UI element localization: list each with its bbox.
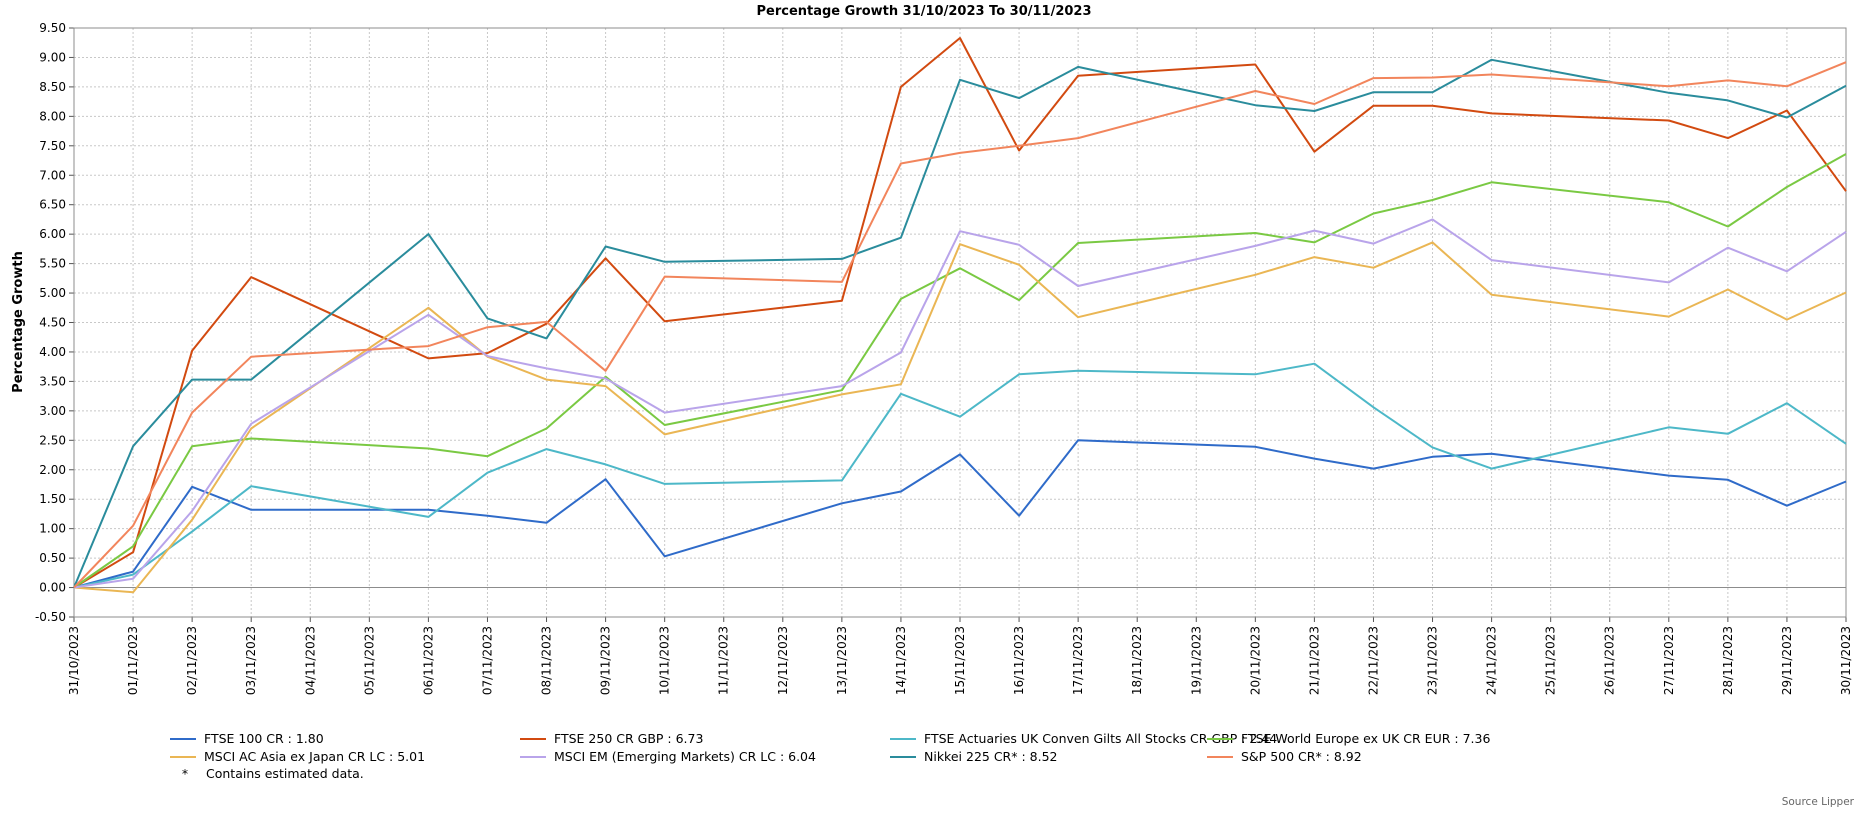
y-tick-label: 6.00: [39, 227, 66, 241]
legend-swatch: [890, 737, 916, 740]
series-line-8: [73, 61, 1847, 589]
x-tick-label: 13/11/2023: [835, 626, 849, 695]
x-tick-label: 21/11/2023: [1307, 626, 1321, 695]
legend-label: FTSE 250 CR GBP : 6.73: [554, 731, 704, 746]
x-tick-label: 14/11/2023: [894, 626, 908, 695]
legend-item: FTSE 250 CR GBP : 6.73: [520, 730, 703, 748]
legend-label: Nikkei 225 CR* : 8.52: [924, 749, 1058, 764]
chart-title: Percentage Growth 31/10/2023 To 30/11/20…: [756, 4, 1091, 19]
y-tick-label: 3.50: [39, 374, 66, 388]
series-line-7: [73, 58, 1847, 588]
y-tick-label: 8.00: [39, 109, 66, 123]
y-tick-label: 0.50: [39, 551, 66, 565]
footnote-text: Contains estimated data.: [206, 766, 364, 781]
y-tick-label: 3.00: [39, 404, 66, 418]
x-tick-label: 27/11/2023: [1662, 626, 1676, 695]
y-tick-label: 6.50: [39, 198, 66, 212]
plot-frame: [73, 27, 1847, 618]
series-layer: [73, 37, 1847, 594]
legend-item: MSCI EM (Emerging Markets) CR LC : 6.04: [520, 748, 816, 766]
legend-swatch: [1207, 755, 1233, 758]
x-tick-label: 26/11/2023: [1603, 626, 1617, 695]
footnote-star: *: [181, 766, 189, 781]
y-tick-label: 0.00: [39, 581, 66, 595]
x-tick-label: 16/11/2023: [1012, 626, 1026, 695]
x-tick-label: 03/11/2023: [244, 626, 258, 695]
legend-swatch: [520, 737, 546, 740]
x-tick-label: 01/11/2023: [126, 626, 140, 695]
y-axis-label: Percentage Growth: [11, 251, 26, 393]
series-line-2: [73, 37, 1847, 589]
legend-label: MSCI EM (Emerging Markets) CR LC : 6.04: [554, 749, 816, 764]
x-tick-label: 28/11/2023: [1721, 626, 1735, 695]
series-line-5: [73, 241, 1847, 594]
y-tick-label: 1.50: [39, 492, 66, 506]
legend-label: S&P 500 CR* : 8.92: [1241, 749, 1362, 764]
x-tick-label: 19/11/2023: [1189, 626, 1203, 695]
y-tick-label: 5.50: [39, 257, 66, 271]
y-tick-label: 7.00: [39, 168, 66, 182]
x-tick-label: 12/11/2023: [776, 626, 790, 695]
x-tick-label: 09/11/2023: [599, 626, 613, 695]
y-tick-label: 2.00: [39, 463, 66, 477]
y-tick-label: 4.50: [39, 316, 66, 330]
series-line-3: [73, 362, 1847, 589]
series-line-6: [73, 218, 1847, 589]
x-tick-label: 29/11/2023: [1780, 626, 1794, 695]
y-tick-label: 8.50: [39, 80, 66, 94]
legend-item: MSCI AC Asia ex Japan CR LC : 5.01: [170, 748, 425, 766]
x-tick-label: 07/11/2023: [480, 626, 494, 695]
legend-label: FTSE 100 CR : 1.80: [204, 731, 324, 746]
y-tick-label: -0.50: [35, 610, 66, 624]
x-tick-label: 04/11/2023: [303, 626, 317, 695]
legend-swatch: [1207, 737, 1233, 740]
legend-swatch: [170, 755, 196, 758]
x-tick-label: 25/11/2023: [1544, 626, 1558, 695]
y-tick-label: 4.00: [39, 345, 66, 359]
x-tick-label: 17/11/2023: [1071, 626, 1085, 695]
x-tick-label: 30/11/2023: [1839, 626, 1853, 695]
y-tick-label: 2.50: [39, 433, 66, 447]
x-tick-label: 05/11/2023: [362, 626, 376, 695]
source-note: Source Lipper: [1781, 796, 1854, 808]
legend-item: FTSE World Europe ex UK CR EUR : 7.36: [1207, 730, 1490, 748]
legend-label: FTSE Actuaries UK Conven Gilts All Stock…: [924, 731, 1278, 746]
x-tick-label: 10/11/2023: [658, 626, 672, 695]
series-line-4: [73, 153, 1847, 589]
x-tick-label: 22/11/2023: [1366, 626, 1380, 695]
legend-item: FTSE Actuaries UK Conven Gilts All Stock…: [890, 730, 1277, 748]
legend-swatch: [890, 755, 916, 758]
x-tick-label: 31/10/2023: [67, 626, 81, 695]
y-tick-label: 1.00: [39, 522, 66, 536]
x-tick-label: 02/11/2023: [185, 626, 199, 695]
legend-swatch: [170, 737, 196, 740]
legend-item: S&P 500 CR* : 8.92: [1207, 748, 1362, 766]
y-tick-label: 7.50: [39, 139, 66, 153]
y-tick-label: 9.00: [39, 50, 66, 64]
x-tick-label: 06/11/2023: [421, 626, 435, 695]
legend-item: Nikkei 225 CR* : 8.52: [890, 748, 1057, 766]
axes: -0.50 0.00 0.50 1.00 1.50 2.00 2.50 3.00 3.50 4.0…: [35, 21, 1853, 695]
x-tick-label: 11/11/2023: [717, 626, 731, 695]
x-tick-label: 20/11/2023: [1248, 626, 1262, 695]
legend-label: FTSE World Europe ex UK CR EUR : 7.36: [1241, 731, 1491, 746]
x-tick-label: 08/11/2023: [540, 626, 554, 695]
x-tick-label: 18/11/2023: [1130, 626, 1144, 695]
legend-swatch: [520, 755, 546, 758]
series-line-1: [73, 439, 1847, 589]
x-tick-label: 24/11/2023: [1485, 626, 1499, 695]
footnote: * Contains estimated data.: [172, 766, 364, 781]
x-tick-label: 23/11/2023: [1426, 626, 1440, 695]
y-tick-label: 5.00: [39, 286, 66, 300]
legend-label: MSCI AC Asia ex Japan CR LC : 5.01: [204, 749, 426, 764]
legend-item: FTSE 100 CR : 1.80: [170, 730, 324, 748]
x-tick-label: 15/11/2023: [953, 626, 967, 695]
y-tick-label: 9.50: [39, 21, 66, 35]
